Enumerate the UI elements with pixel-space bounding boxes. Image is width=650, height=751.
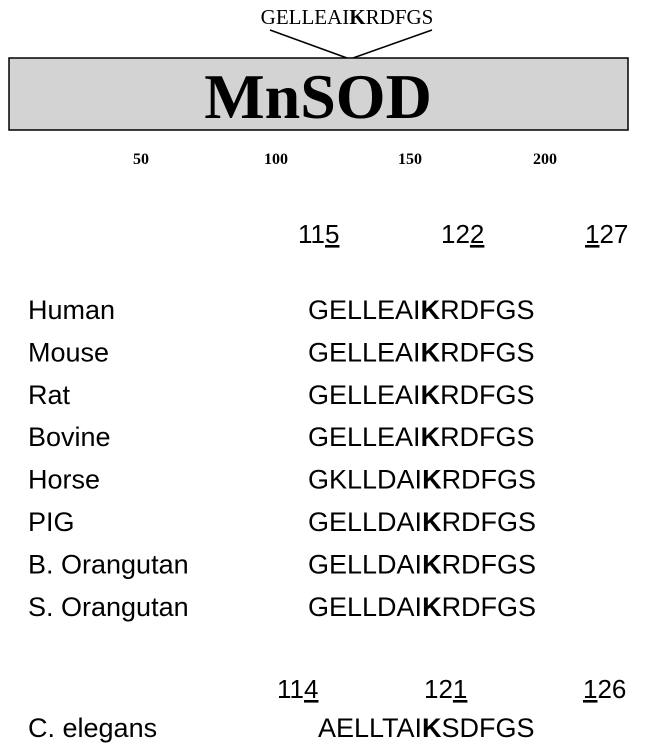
- peptide-label-part: K: [349, 5, 366, 29]
- callout-line: [269, 29, 348, 59]
- sequence-part: GKLLDAI: [308, 465, 422, 495]
- position-label-part: 1: [583, 674, 597, 704]
- sequence-part: GELLDAI: [308, 507, 422, 537]
- sequence-part: GELLEAI: [308, 337, 421, 367]
- ruler-label: 50: [133, 151, 149, 168]
- peptide-label-part: RDFGS: [366, 5, 434, 29]
- sequence: GELLDAIKRDFGS: [308, 549, 536, 579]
- sequence: GELLDAIKRDFGS: [308, 507, 536, 537]
- position-label-part: 2: [470, 219, 484, 249]
- ruler-label: 200: [533, 151, 557, 168]
- sequence-part: RDFGS: [440, 337, 535, 367]
- species-name: Horse: [28, 465, 100, 495]
- sequence-part: K: [422, 507, 442, 537]
- peptide-label-part: GELLEAI: [261, 5, 350, 29]
- species-name: B. Orangutan: [28, 549, 189, 579]
- sequence: GELLEAIKRDFGS: [308, 337, 535, 367]
- sequence-part: K: [422, 465, 442, 495]
- sequence: GELLEAIKRDFGS: [308, 422, 535, 452]
- sequence: GKLLDAIKRDFGS: [308, 465, 536, 495]
- sequence-part: RDFGS: [442, 507, 537, 537]
- position-label-part: 1: [585, 219, 599, 249]
- sequence-part: K: [421, 295, 441, 325]
- sequence: GELLEAIKRDFGS: [308, 380, 535, 410]
- sequence: GELLEAIKRDFGS: [308, 295, 535, 325]
- position-label: 115: [298, 219, 339, 249]
- species-name: Rat: [28, 380, 71, 410]
- sequence-part: GELLEAI: [308, 380, 421, 410]
- sequence-part: GELLEAI: [308, 295, 421, 325]
- position-label-part: 11: [298, 219, 325, 249]
- sequence-part: K: [421, 380, 441, 410]
- position-label-part: 12: [424, 674, 453, 704]
- sequence-part: SDFGS: [442, 713, 535, 743]
- sequence-part: K: [422, 713, 442, 743]
- sequence-part: RDFGS: [442, 465, 537, 495]
- sequence-part: K: [421, 337, 441, 367]
- species-name: S. Orangutan: [28, 592, 189, 622]
- position-label-part: 27: [599, 219, 628, 249]
- sequence: GELLDAIKRDFGS: [308, 592, 536, 622]
- position-label: 114: [277, 674, 318, 704]
- species-name: Mouse: [28, 337, 109, 367]
- position-label-part: 11: [277, 674, 304, 704]
- sequence-part: GELLEAI: [308, 422, 421, 452]
- position-label: 121: [424, 674, 467, 704]
- ruler-label: 150: [398, 151, 422, 168]
- peptide-label: GELLEAIKRDFGS: [261, 5, 434, 29]
- species-name: Human: [28, 295, 115, 325]
- position-label-part: 26: [597, 674, 626, 704]
- position-label-part: 5: [325, 219, 339, 249]
- sequence-part: RDFGS: [440, 380, 535, 410]
- position-label: 122: [441, 219, 484, 249]
- position-label-part: 1: [453, 674, 467, 704]
- sequence-part: GELLDAI: [308, 592, 422, 622]
- sequence: AELLTAIKSDFGS: [318, 713, 535, 743]
- callout-line: [352, 29, 433, 59]
- sequence-part: GELLDAI: [308, 549, 422, 579]
- species-name: C. elegans: [28, 713, 157, 743]
- sequence-part: RDFGS: [442, 549, 537, 579]
- sequence-part: K: [422, 549, 442, 579]
- sequence-part: RDFGS: [442, 592, 537, 622]
- protein-bar: [8, 57, 629, 131]
- sequence-part: K: [421, 422, 441, 452]
- sequence-part: RDFGS: [440, 422, 535, 452]
- sequence-part: K: [422, 592, 442, 622]
- species-name: Bovine: [28, 422, 111, 452]
- position-label-part: 12: [441, 219, 470, 249]
- sequence-part: RDFGS: [440, 295, 535, 325]
- position-label: 127: [585, 219, 628, 249]
- sequence-part: AELLTAI: [318, 713, 422, 743]
- species-name: PIG: [28, 507, 75, 537]
- position-label-part: 4: [304, 674, 318, 704]
- protein-name: MnSOD: [204, 61, 432, 132]
- position-label: 126: [583, 674, 626, 704]
- ruler-label: 100: [264, 151, 288, 168]
